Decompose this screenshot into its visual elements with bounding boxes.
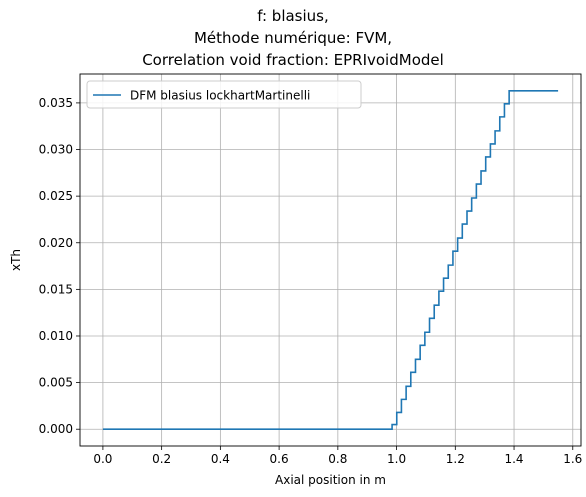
x-tick-label-6: 1.2: [446, 452, 465, 466]
x-axis-label: Axial position in m: [275, 473, 386, 487]
y-tick-label-5: 0.025: [39, 189, 73, 203]
legend-box: [86, 80, 362, 109]
x-tick-label-7: 1.4: [504, 452, 523, 466]
plot-frame: [79, 73, 582, 447]
series-line-0: [102, 89, 559, 431]
x-tick-label-0: 0.0: [93, 452, 112, 466]
y-tick-label-4: 0.020: [39, 236, 73, 250]
y-tick-label-7: 0.035: [39, 96, 73, 110]
y-axis-label: xTh: [9, 249, 23, 271]
legend-label: DFM blasius lockhartMartinelli: [130, 89, 310, 103]
y-tick-label-2: 0.010: [39, 329, 73, 343]
title-line-1: f: blasius,: [257, 7, 329, 25]
x-tick-label-5: 1.0: [387, 452, 406, 466]
x-tick-label-3: 0.6: [270, 452, 289, 466]
x-tick-label-2: 0.4: [211, 452, 230, 466]
y-tick-label-0: 0.000: [39, 422, 73, 436]
x-tick-label-8: 1.6: [563, 452, 582, 466]
x-tick-label-1: 0.2: [152, 452, 171, 466]
y-tick-label-1: 0.005: [39, 376, 73, 390]
y-tick-label-3: 0.015: [39, 282, 73, 296]
title-line-2: Méthode numérique: FVM,: [193, 29, 393, 47]
title-line-3: Correlation void fraction: EPRIvoidModel: [142, 51, 444, 69]
y-tick-label-6: 0.030: [39, 143, 73, 157]
x-tick-label-4: 0.8: [328, 452, 347, 466]
